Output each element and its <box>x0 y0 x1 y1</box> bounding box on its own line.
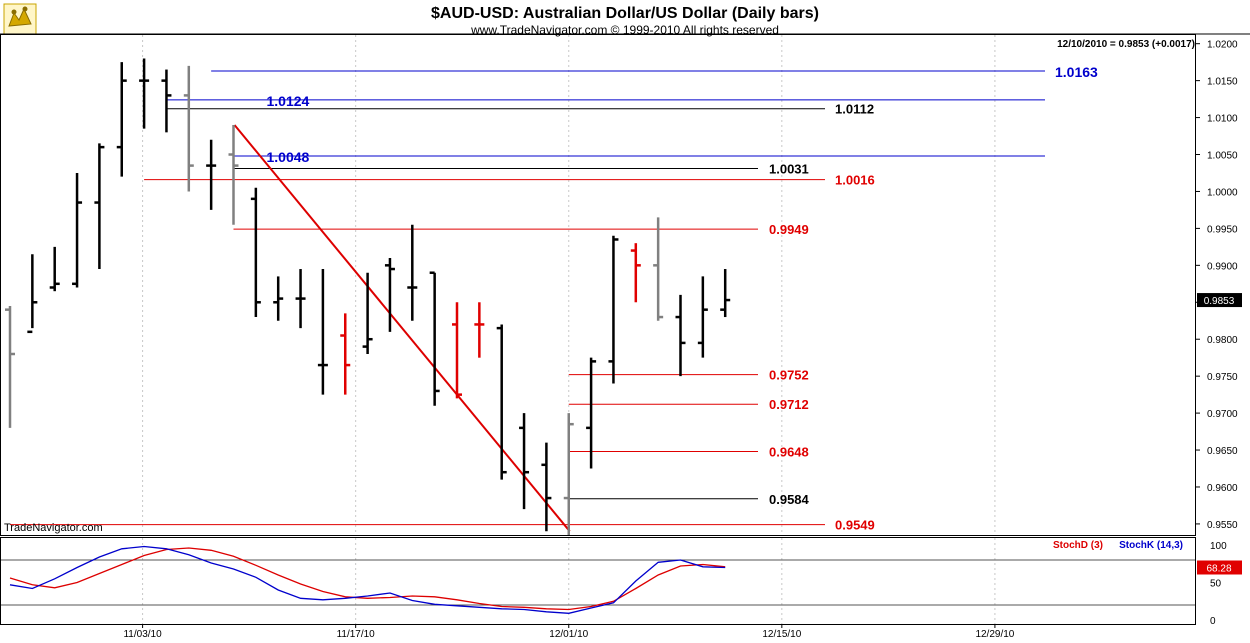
x-tick-label: 12/15/10 <box>762 629 801 640</box>
y-tick-label: 1.0000 <box>1207 187 1238 198</box>
stoch-axis: 100 50 0 68.28 <box>1197 541 1242 627</box>
legend-stochd: StochD (3) <box>1053 540 1103 551</box>
y-tick-label: 1.0150 <box>1207 77 1238 88</box>
y-tick-label: 0.9550 <box>1207 520 1238 531</box>
y-tick-label: 0.9950 <box>1207 224 1238 235</box>
y-tick-label: 0.9700 <box>1207 409 1238 420</box>
price-panel: 1.0163 1.0124 1.0112 1.0048 1.0031 1.0016 0.99… <box>0 33 1250 536</box>
trendline <box>233 124 571 532</box>
chart-title: $AUD-USD: Australian Dollar/US Dollar (D… <box>431 5 819 22</box>
level-label: 1.0112 <box>835 102 874 117</box>
level-label: 0.9752 <box>769 368 809 383</box>
stoch-vertical-gridlines <box>142 538 996 624</box>
y-tick-label: 0.9900 <box>1207 261 1238 272</box>
stoch-lines <box>9 545 726 614</box>
x-tick-label: 12/29/10 <box>975 629 1014 640</box>
stoch-tick-label: 0 <box>1210 616 1216 627</box>
stoch-last-label: 68.28 <box>1206 564 1231 575</box>
price-plot-area <box>0 34 1196 536</box>
level-label: 1.0016 <box>835 173 875 188</box>
stochastic-panel: 100 50 0 68.28 StochD (3) StochK (14,3) <box>0 537 1242 627</box>
bull-bear-icon <box>3 3 37 35</box>
level-label: 1.0031 <box>769 162 809 177</box>
trendline-group <box>233 124 571 532</box>
level-label: 1.0124 <box>267 93 310 109</box>
legend-stochk: StochK (14,3) <box>1119 540 1183 551</box>
stoch-line <box>9 545 726 614</box>
level-label: 0.9648 <box>769 445 809 460</box>
horizontal-levels: 1.0163 1.0124 1.0112 1.0048 1.0031 1.0016 0.99… <box>10 64 1098 533</box>
y-tick-label: 1.0200 <box>1207 40 1238 51</box>
date-axis: 11/03/10 11/17/10 12/01/10 12/15/10 12/29/10 <box>123 624 1015 640</box>
watermark: TradeNavigator.com <box>4 522 103 534</box>
level-label: 1.0163 <box>1055 64 1098 80</box>
level-label: 0.9549 <box>835 518 875 533</box>
price-readout: 12/10/2010 = 0.9853 (+0.0017) <box>1057 39 1195 50</box>
y-tick-label: 0.9750 <box>1207 372 1238 383</box>
x-tick-label: 11/17/10 <box>337 629 376 640</box>
stoch-reference-lines <box>1 559 1195 606</box>
x-tick-label: 11/03/10 <box>123 629 162 640</box>
stoch-tick-label: 100 <box>1210 541 1227 552</box>
stoch-line <box>9 547 726 611</box>
level-label: 0.9949 <box>769 222 809 237</box>
y-tick-label: 0.9600 <box>1207 483 1238 494</box>
price-bars <box>5 58 731 535</box>
y-tick-label: 0.9800 <box>1207 335 1238 346</box>
stoch-last-tag <box>1197 560 1242 575</box>
level-label: 1.0048 <box>267 149 310 165</box>
y-tick-label: 1.0100 <box>1207 114 1238 125</box>
level-label: 0.9584 <box>769 492 810 507</box>
x-tick-label: 12/01/10 <box>549 629 588 640</box>
price-axis: 1.0200 1.0150 1.0100 1.0050 1.0000 0.9950 0.99… <box>1195 40 1242 531</box>
last-price-tag <box>1197 293 1242 308</box>
y-tick-label: 1.0050 <box>1207 151 1238 162</box>
stoch-tick-label: 50 <box>1210 579 1222 590</box>
y-tick-label: 0.9650 <box>1207 446 1238 457</box>
level-label: 0.9712 <box>769 397 809 412</box>
last-price-label: 0.9853 <box>1204 296 1235 307</box>
